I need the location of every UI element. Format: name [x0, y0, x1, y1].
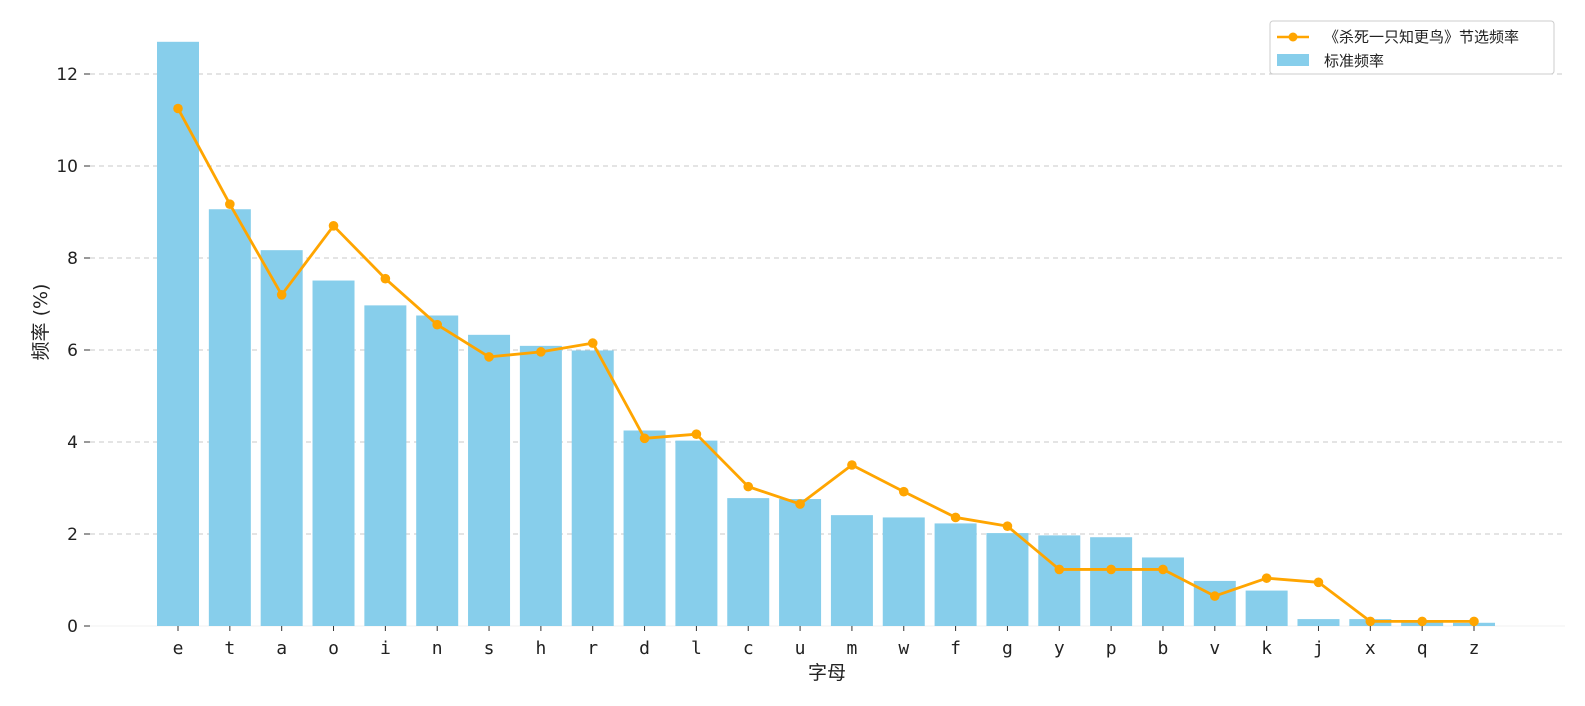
bar-c: [727, 498, 770, 626]
x-tick-label-m: m: [846, 638, 857, 659]
legend: 《杀死一只知更鸟》节选频率 标准频率: [1269, 20, 1555, 75]
bar-y: [1038, 535, 1081, 626]
y-tick-label: 6: [67, 341, 78, 361]
y-tick-label: 10: [56, 157, 78, 177]
y-tick-label: 2: [67, 525, 78, 545]
line-point-y: [1054, 564, 1065, 575]
line-point-k: [1261, 573, 1272, 583]
line-point-c: [743, 481, 754, 492]
line-point-l: [691, 429, 702, 439]
bar-h: [519, 345, 562, 626]
x-tick-label-w: w: [898, 638, 909, 659]
line-point-g: [1002, 521, 1013, 531]
excerpt-frequency-line: [176, 107, 1474, 623]
legend-label-excerpt: 《杀死一只知更鸟》节选频率: [1324, 28, 1519, 46]
bar-series: [157, 41, 1495, 627]
line-point-w: [898, 486, 909, 497]
line-point-p: [1106, 564, 1116, 575]
bar-l: [675, 440, 718, 626]
bar-r: [571, 350, 614, 626]
x-tick-label-a: a: [276, 638, 287, 659]
y-axis-title: 频率 (%): [30, 284, 52, 361]
line-point-x: [1365, 616, 1376, 627]
line-point-n: [432, 319, 443, 330]
line-point-j: [1313, 577, 1324, 588]
line-point-e: [173, 103, 183, 114]
legend-frame: [1269, 20, 1555, 75]
x-tick-label-e: e: [173, 638, 184, 659]
line-point-i: [380, 273, 391, 284]
line-point-v: [1210, 591, 1220, 601]
line-point-f: [950, 512, 961, 523]
x-tick-label-z: z: [1469, 638, 1480, 659]
bar-a: [260, 250, 303, 626]
y-tick-label: 8: [67, 249, 78, 269]
x-tick-label-j: j: [1313, 638, 1324, 659]
line-point-r: [587, 338, 598, 348]
x-tick-label-r: r: [587, 638, 598, 659]
x-tick-label-v: v: [1209, 638, 1220, 659]
x-axis-title: 字母: [808, 662, 846, 684]
x-tick-label-p: p: [1106, 638, 1117, 659]
line-point-o: [328, 221, 339, 231]
bar-j: [1297, 619, 1340, 626]
x-tick-label-o: o: [328, 638, 339, 659]
bar-f: [934, 523, 977, 626]
bar-k: [1245, 590, 1288, 626]
line-point-m: [847, 460, 857, 470]
grid-lines: [90, 73, 1565, 627]
line-point-q: [1417, 616, 1427, 627]
bar-e: [157, 41, 199, 627]
bar-p: [1090, 537, 1133, 626]
x-tick-label-n: n: [432, 638, 443, 659]
y-tick-label: 12: [56, 65, 78, 85]
x-tick-label-s: s: [484, 638, 495, 659]
bar-m: [830, 515, 873, 626]
y-axis: 0 2 4 6 8 10 12: [56, 65, 90, 637]
line-point-b: [1158, 564, 1168, 575]
bar-d: [623, 430, 666, 626]
x-tick-label-h: h: [535, 638, 546, 659]
bar-s: [468, 334, 511, 626]
line-point-t: [225, 199, 235, 209]
line-point-u: [795, 499, 805, 509]
line-point-s: [484, 352, 494, 362]
bar-t: [208, 209, 251, 627]
x-tick-label-u: u: [795, 638, 806, 659]
x-tick-label-b: b: [1158, 638, 1169, 659]
bar-u: [779, 499, 822, 626]
bar-i: [364, 305, 407, 626]
x-tick-label-f: f: [950, 638, 961, 659]
x-tick-label-d: d: [639, 638, 650, 659]
line-point-z: [1469, 616, 1479, 627]
line-point-d: [639, 433, 650, 444]
y-tick-label: 4: [67, 433, 78, 453]
x-tick-label-q: q: [1417, 638, 1428, 659]
legend-label-standard: 标准频率: [1324, 52, 1384, 70]
x-tick-label-x: x: [1365, 638, 1376, 659]
line-point-h: [536, 347, 546, 357]
x-tick-label-g: g: [1002, 638, 1013, 659]
bar-o: [312, 280, 355, 626]
x-tick-label-i: i: [380, 638, 391, 659]
x-tick-label-y: y: [1054, 638, 1065, 659]
legend-bar-swatch: [1277, 54, 1309, 66]
line-series: [173, 103, 1479, 627]
y-tick-label: 0: [67, 617, 78, 637]
x-tick-label-k: k: [1261, 638, 1272, 659]
x-tick-label-l: l: [691, 638, 702, 659]
bar-g: [986, 533, 1029, 626]
x-tick-label-t: t: [224, 638, 235, 659]
x-tick-label-c: c: [743, 638, 754, 659]
line-point-a: [276, 290, 287, 300]
bar-w: [882, 517, 925, 626]
bar-n: [416, 315, 459, 626]
legend-line-marker: [1288, 32, 1298, 42]
